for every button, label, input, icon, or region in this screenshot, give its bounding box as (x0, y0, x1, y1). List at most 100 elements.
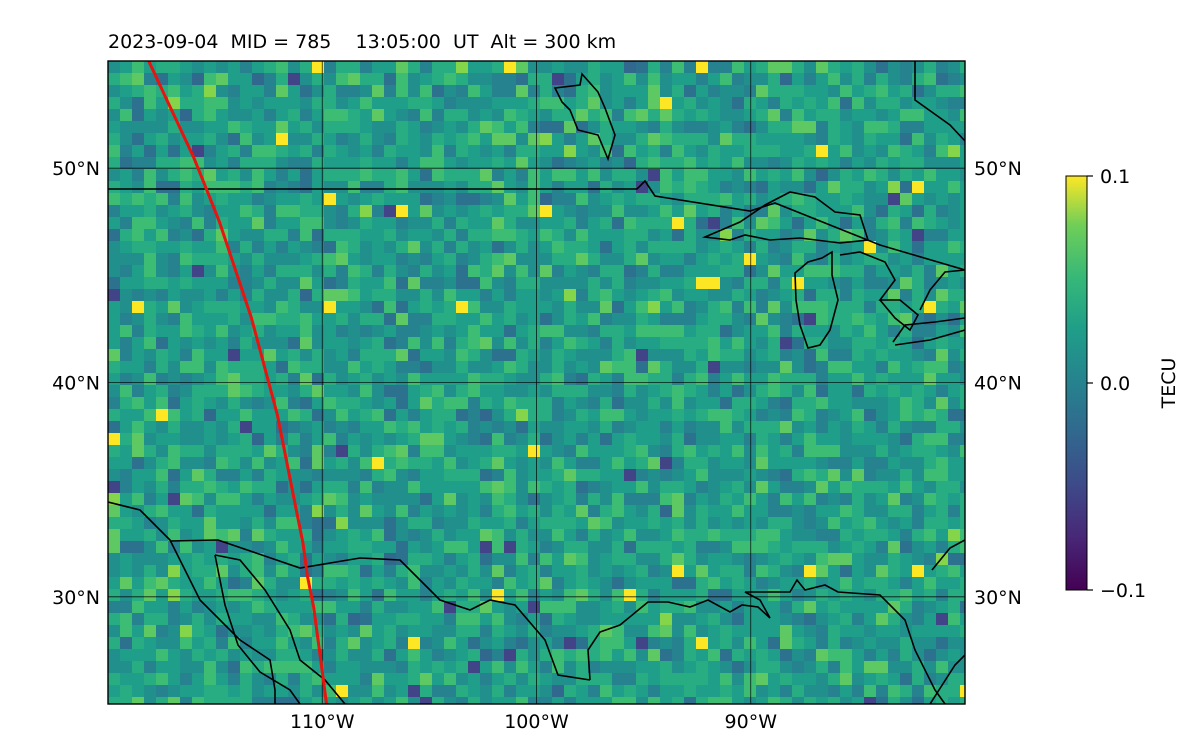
tec-cell (108, 133, 120, 145)
tec-cell (600, 697, 612, 704)
tec-cell (600, 205, 612, 217)
tec-cell (132, 349, 144, 361)
tec-cell (648, 301, 660, 313)
tec-cell (564, 553, 576, 565)
tec-cell (312, 421, 324, 433)
tec-cell (384, 181, 396, 193)
tec-cell (432, 673, 444, 685)
eastern-canada-coast (914, 61, 965, 142)
tec-cell (684, 253, 696, 265)
tec-cell (408, 505, 420, 517)
tec-cell (828, 493, 840, 505)
tec-cell (936, 229, 948, 241)
tec-cell (180, 157, 192, 169)
tec-cell (804, 157, 816, 169)
tec-cell (480, 385, 492, 397)
tec-cell (672, 157, 684, 169)
tec-cell (660, 265, 672, 277)
tec-cell (144, 673, 156, 685)
tec-cell (780, 313, 792, 325)
tec-cell (888, 541, 900, 553)
tec-cell (564, 601, 576, 613)
tec-cell (204, 637, 216, 649)
tec-cell (552, 433, 564, 445)
tec-cell (756, 61, 768, 73)
tec-cell (612, 613, 624, 625)
tec-cell (576, 649, 588, 661)
tec-cell (276, 145, 288, 157)
tec-cell (564, 541, 576, 553)
tec-cell (780, 337, 792, 349)
tec-cell (228, 349, 240, 361)
tec-cell (876, 589, 888, 601)
tec-cell (180, 517, 192, 529)
tec-cell (504, 97, 516, 109)
tec-cell (192, 277, 204, 289)
tec-cell (780, 361, 792, 373)
tec-cell (144, 457, 156, 469)
tec-cell (936, 649, 948, 661)
tec-cell (876, 649, 888, 661)
tec-cell (252, 553, 264, 565)
tec-cell (372, 361, 384, 373)
tec-cell (492, 589, 504, 601)
tec-cell (348, 613, 360, 625)
tec-cell (804, 85, 816, 97)
tec-cell (420, 193, 432, 205)
tec-cell (720, 577, 732, 589)
tec-cell (168, 181, 180, 193)
tec-cell (396, 277, 408, 289)
tec-cell (132, 337, 144, 349)
tec-cell (252, 193, 264, 205)
tec-cell (180, 349, 192, 361)
tec-cell (264, 73, 276, 85)
tec-cell (156, 625, 168, 637)
tec-cell (396, 673, 408, 685)
tec-cell (780, 445, 792, 457)
tec-cell (660, 589, 672, 601)
tec-cell (888, 181, 900, 193)
tec-cell (672, 109, 684, 121)
tec-cell (864, 493, 876, 505)
tec-cell (456, 421, 468, 433)
tec-cell (936, 121, 948, 133)
tec-cell (768, 541, 780, 553)
tec-cell (600, 589, 612, 601)
tec-cell (204, 649, 216, 661)
tec-cell (192, 577, 204, 589)
tec-cell (492, 601, 504, 613)
tec-cell (216, 373, 228, 385)
tec-cell (648, 409, 660, 421)
tec-cell (924, 613, 936, 625)
tec-cell (384, 109, 396, 121)
tec-cell (168, 229, 180, 241)
tec-cell (672, 397, 684, 409)
tec-cell (204, 469, 216, 481)
tec-cell (288, 181, 300, 193)
tec-cell (192, 265, 204, 277)
tec-cell (144, 649, 156, 661)
tec-cell (192, 253, 204, 265)
tec-cell (504, 409, 516, 421)
tec-cell (516, 553, 528, 565)
tec-cell (624, 637, 636, 649)
tec-cell (408, 517, 420, 529)
tec-cell (288, 457, 300, 469)
tec-cell (432, 637, 444, 649)
tec-cell (120, 649, 132, 661)
tec-cell (624, 661, 636, 673)
tec-cell (744, 673, 756, 685)
tec-cell (252, 217, 264, 229)
tec-cell (408, 61, 420, 73)
tec-cell (768, 685, 780, 697)
tec-cell (432, 457, 444, 469)
tec-cell (564, 577, 576, 589)
tec-cell (336, 493, 348, 505)
tec-cell (672, 373, 684, 385)
tec-cell (372, 613, 384, 625)
tec-cell (732, 121, 744, 133)
tec-cell (384, 529, 396, 541)
tec-cell (528, 217, 540, 229)
tec-cell (276, 469, 288, 481)
tec-cell (348, 205, 360, 217)
